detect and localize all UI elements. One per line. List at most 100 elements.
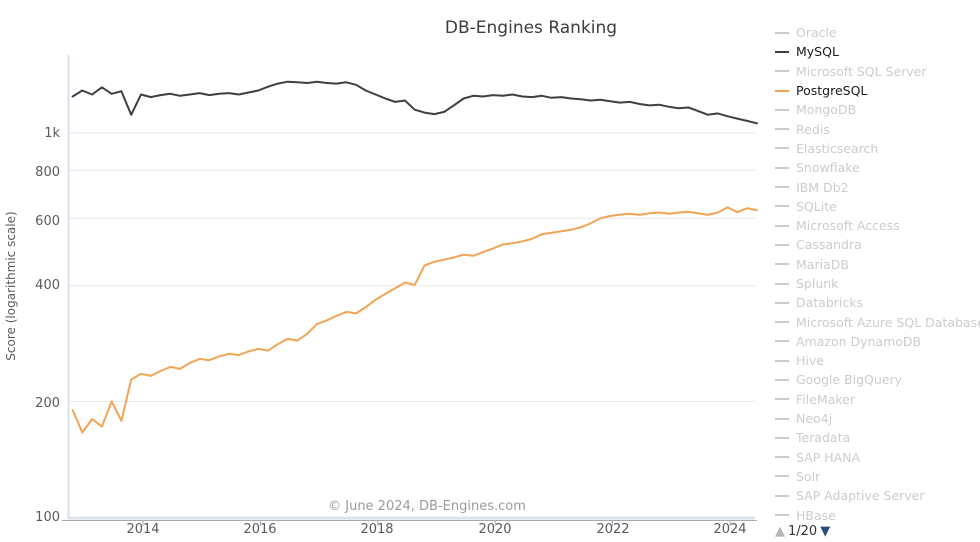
legend-item-neo4j[interactable]: Neo4j (775, 409, 980, 428)
legend-swatch-snowflake (775, 166, 789, 169)
legend-swatch-redis (775, 128, 789, 131)
legend-label: Solr (796, 468, 821, 484)
legend-page-down-icon[interactable]: ▼ (820, 524, 831, 539)
legend-label: MySQL (796, 44, 839, 60)
legend-label: Cassandra (796, 237, 862, 253)
legend-item-sap-adaptive-server[interactable]: SAP Adaptive Server (775, 486, 980, 505)
legend-label: Snowflake (796, 160, 860, 176)
legend-pagination: ▲ 1/20 ▼ (775, 524, 830, 539)
legend-swatch-ibm-db2 (775, 186, 789, 189)
legend-swatch-oracle (775, 31, 789, 34)
legend-swatch-microsoft-sql-server (775, 70, 789, 73)
legend-swatch-mysql (775, 50, 789, 53)
legend-swatch-microsoft-azure-sql-database (775, 321, 789, 324)
legend-swatch-neo4j (775, 417, 789, 420)
legend-item-hbase[interactable]: HBase (775, 505, 980, 524)
legend-swatch-hbase (775, 514, 789, 517)
legend-label: Microsoft SQL Server (796, 63, 927, 79)
legend-swatch-sqlite (775, 205, 789, 208)
legend-swatch-elasticsearch (775, 147, 789, 150)
legend-swatch-filemaker (775, 398, 789, 401)
y-tick-1k: 1k (44, 126, 60, 141)
legend-item-mysql[interactable]: MySQL (775, 42, 980, 61)
series-line-mysql[interactable] (71, 80, 758, 125)
legend-label: MongoDB (796, 102, 857, 118)
legend-swatch-microsoft-access (775, 224, 789, 227)
legend-label: Microsoft Access (796, 218, 900, 234)
legend-label: Amazon DynamoDB (796, 333, 922, 349)
legend-label: HBase (796, 507, 836, 523)
legend-swatch-mariadb (775, 263, 789, 266)
chart-title: DB-Engines Ranking (444, 18, 618, 38)
legend-item-microsoft-azure-sql-database[interactable]: Microsoft Azure SQL Database (775, 312, 980, 331)
legend-swatch-mongodb (775, 108, 789, 111)
legend-item-oracle[interactable]: Oracle (775, 23, 980, 42)
legend-item-filemaker[interactable]: FileMaker (775, 390, 980, 409)
legend-item-hive[interactable]: Hive (775, 351, 980, 370)
legend-label: IBM Db2 (796, 179, 849, 195)
legend-label: Databricks (796, 295, 864, 311)
legend-item-mongodb[interactable]: MongoDB (775, 100, 980, 119)
legend-item-splunk[interactable]: Splunk (775, 274, 980, 293)
legend-swatch-splunk (775, 282, 789, 285)
x-tick-2018: 2018 (360, 522, 394, 537)
legend-label: Google BigQuery (796, 372, 903, 388)
legend-label: SAP HANA (796, 449, 861, 465)
legend-swatch-sap-hana (775, 456, 789, 459)
x-tick-2024: 2024 (713, 522, 747, 537)
legend-swatch-cassandra (775, 243, 789, 246)
legend-page-indicator: 1/20 (788, 524, 818, 539)
legend-item-snowflake[interactable]: Snowflake (775, 158, 980, 177)
legend-swatch-hive (775, 359, 789, 362)
legend-swatch-postgresql (775, 89, 789, 92)
x-tick-2020: 2020 (478, 522, 512, 537)
legend-swatch-amazon-dynamodb (775, 340, 789, 343)
legend-item-microsoft-access[interactable]: Microsoft Access (775, 216, 980, 235)
legend-label: Oracle (796, 25, 837, 41)
legend-item-cassandra[interactable]: Cassandra (775, 235, 980, 254)
x-tick-2016: 2016 (243, 522, 277, 537)
legend-item-microsoft-sql-server[interactable]: Microsoft SQL Server (775, 62, 980, 81)
legend-label: FileMaker (796, 391, 855, 407)
legend-item-solr[interactable]: Solr (775, 467, 980, 486)
legend-label: MariaDB (796, 256, 849, 272)
legend-swatch-teradata (775, 436, 789, 439)
legend-label: Elasticsearch (796, 140, 879, 156)
legend-item-mariadb[interactable]: MariaDB (775, 255, 980, 274)
legend-item-ibm-db2[interactable]: IBM Db2 (775, 177, 980, 196)
y-tick-100: 100 (35, 510, 60, 525)
legend-label: PostgreSQL (796, 83, 868, 99)
legend-label: SAP Adaptive Server (796, 488, 925, 504)
y-tick-600: 600 (35, 214, 60, 229)
legend-label: Redis (796, 121, 830, 137)
legend-item-databricks[interactable]: Databricks (775, 293, 980, 312)
legend-item-elasticsearch[interactable]: Elasticsearch (775, 139, 980, 158)
y-tick-800: 800 (35, 165, 60, 180)
legend-swatch-sap-adaptive-server (775, 494, 789, 497)
legend-swatch-google-bigquery (775, 378, 789, 381)
watermark: © June 2024, DB-Engines.com (328, 499, 526, 514)
legend-item-sqlite[interactable]: SQLite (775, 197, 980, 216)
x-tick-2022: 2022 (596, 522, 630, 537)
legend-item-amazon-dynamodb[interactable]: Amazon DynamoDB (775, 332, 980, 351)
legend-item-postgresql[interactable]: PostgreSQL (775, 81, 980, 100)
y-tick-400: 400 (35, 278, 60, 293)
legend-swatch-databricks (775, 301, 789, 304)
legend-item-teradata[interactable]: Teradata (775, 428, 980, 447)
x-tick-2014: 2014 (126, 522, 160, 537)
y-tick-200: 200 (35, 396, 60, 411)
legend-label: Neo4j (796, 411, 833, 427)
legend-label: Hive (796, 353, 824, 369)
legend-item-redis[interactable]: Redis (775, 119, 980, 138)
legend-item-google-bigquery[interactable]: Google BigQuery (775, 370, 980, 389)
legend-label: SQLite (796, 198, 837, 214)
legend-item-sap-hana[interactable]: SAP HANA (775, 448, 980, 467)
legend-label: Splunk (796, 276, 839, 291)
legend-list: Oracle MySQL Microsoft SQL Server PostgreSQ… (775, 23, 980, 525)
legend-swatch-solr (775, 475, 789, 478)
series-line-postgresql[interactable] (71, 206, 758, 434)
legend-label: Teradata (796, 430, 851, 446)
legend-page-up-icon[interactable]: ▲ (775, 524, 785, 539)
